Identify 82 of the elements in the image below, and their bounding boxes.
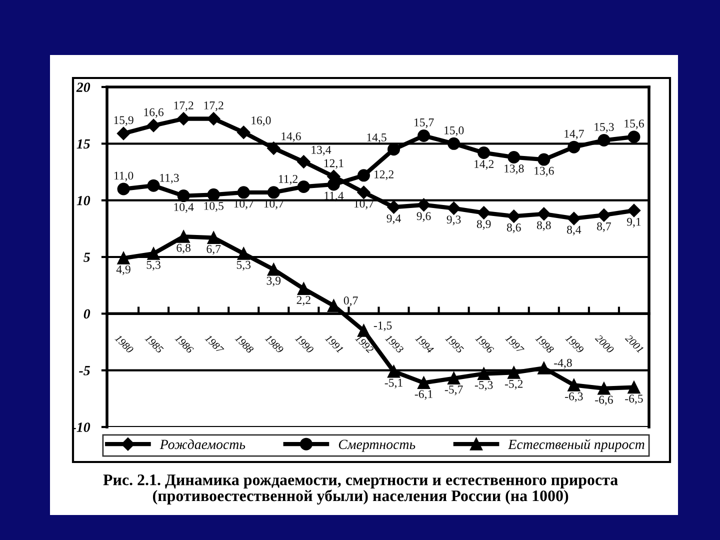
data-label: 10,7 xyxy=(234,200,254,210)
data-label: 9,3 xyxy=(446,216,461,226)
data-label: 11,2 xyxy=(278,175,298,185)
data-label: 14,6 xyxy=(282,132,301,142)
x-tick-label: 2000 xyxy=(594,334,614,354)
y-tick-label: 20 xyxy=(76,82,90,92)
data-label: 14,7 xyxy=(564,130,584,140)
x-tick-label: 1992 xyxy=(354,334,374,354)
data-label: 15,0 xyxy=(444,126,464,136)
data-label: 11,3 xyxy=(160,174,179,184)
data-label: -1,5 xyxy=(374,322,392,332)
data-label: 12,2 xyxy=(374,170,394,180)
data-label: 13,8 xyxy=(504,164,524,174)
data-label: -5,3 xyxy=(474,381,493,391)
data-label: 10,7 xyxy=(264,200,284,210)
data-label: 14,5 xyxy=(367,133,386,144)
data-label: 0,7 xyxy=(344,296,358,306)
data-label: -6,3 xyxy=(565,392,583,402)
x-tick-label: 1985 xyxy=(144,334,164,354)
x-tick-label: 1999 xyxy=(564,334,584,354)
x-tick-label: 1998 xyxy=(534,334,554,354)
data-label: 4,9 xyxy=(116,265,130,276)
data-label: -4,8 xyxy=(554,358,572,369)
data-label: 10,4 xyxy=(174,203,194,213)
y-tick-label: 5 xyxy=(84,252,90,262)
x-tick-label: 1991 xyxy=(324,334,344,353)
y-tick-label: 10 xyxy=(76,196,90,206)
data-label: 8,9 xyxy=(476,220,491,230)
x-tick-label: 1993 xyxy=(384,334,404,354)
x-tick-label: 1990 xyxy=(294,334,314,354)
data-label: 17,2 xyxy=(174,101,194,112)
data-label: 13,6 xyxy=(534,166,554,176)
data-label: 9,4 xyxy=(386,214,401,224)
data-label: 8,4 xyxy=(567,226,582,236)
x-tick-label: 1987 xyxy=(204,334,224,354)
data-label: -6,5 xyxy=(625,394,643,404)
data-label: -5,2 xyxy=(504,380,523,390)
x-tick-label: 1986 xyxy=(174,334,194,354)
data-label: 14,2 xyxy=(474,160,494,170)
data-label: 12,1 xyxy=(324,159,344,169)
data-label: 8,7 xyxy=(597,222,611,232)
x-tick-label: 1995 xyxy=(444,334,464,354)
data-label: 16,0 xyxy=(252,116,271,126)
data-label: 8,8 xyxy=(536,221,551,231)
data-label: 8,6 xyxy=(506,223,521,234)
data-label: 5,3 xyxy=(236,260,251,271)
data-label: 15,6 xyxy=(624,120,644,130)
data-label: 6,8 xyxy=(176,244,190,254)
x-tick-label: 1994 xyxy=(414,334,434,354)
data-label: -5,7 xyxy=(444,386,463,396)
data-label: 10,5 xyxy=(204,202,224,212)
data-label: -5,1 xyxy=(384,378,402,388)
data-label: 11,0 xyxy=(114,172,134,182)
data-label: 9,6 xyxy=(416,212,431,222)
y-tick-label: -10 xyxy=(72,422,90,432)
y-tick-label: 15 xyxy=(76,139,90,149)
data-label: 10,7 xyxy=(354,200,374,210)
y-tick-label: 0 xyxy=(84,309,90,319)
text: Рис. 2.1. Динамика рождаемости, смертности и естественного прироста (противоестественной убыли) населения России (на 1000) xyxy=(103,474,618,505)
data-label: -6,1 xyxy=(414,390,432,400)
x-tick-label: 1988 xyxy=(234,334,254,354)
x-tick-label: 1997 xyxy=(504,334,525,354)
data-label: 6,7 xyxy=(206,245,221,255)
data-label: 15,3 xyxy=(594,122,614,133)
x-tick-label: 1989 xyxy=(264,334,284,354)
x-tick-label: 1996 xyxy=(474,334,494,354)
x-tick-label: 1980 xyxy=(114,334,134,354)
data-label: 13,4 xyxy=(312,146,332,156)
data-label: 3,9 xyxy=(266,276,281,286)
y-tick-label: -5 xyxy=(79,366,90,376)
legend-label: Рождаемость xyxy=(160,439,246,450)
data-label: 15,7 xyxy=(414,118,434,128)
data-label: 17,2 xyxy=(204,101,224,112)
data-label: -6,6 xyxy=(595,396,613,406)
data-label: 15,9 xyxy=(114,116,134,126)
legend-label: Естественый прирост xyxy=(508,439,644,452)
data-label: 2,2 xyxy=(296,296,310,306)
legend-label: Смертность xyxy=(338,440,416,452)
data-label: 11,4 xyxy=(324,192,344,202)
data-label: 9,1 xyxy=(626,218,641,228)
data-label: 5,3 xyxy=(146,260,160,271)
data-label: 16,6 xyxy=(144,108,164,118)
